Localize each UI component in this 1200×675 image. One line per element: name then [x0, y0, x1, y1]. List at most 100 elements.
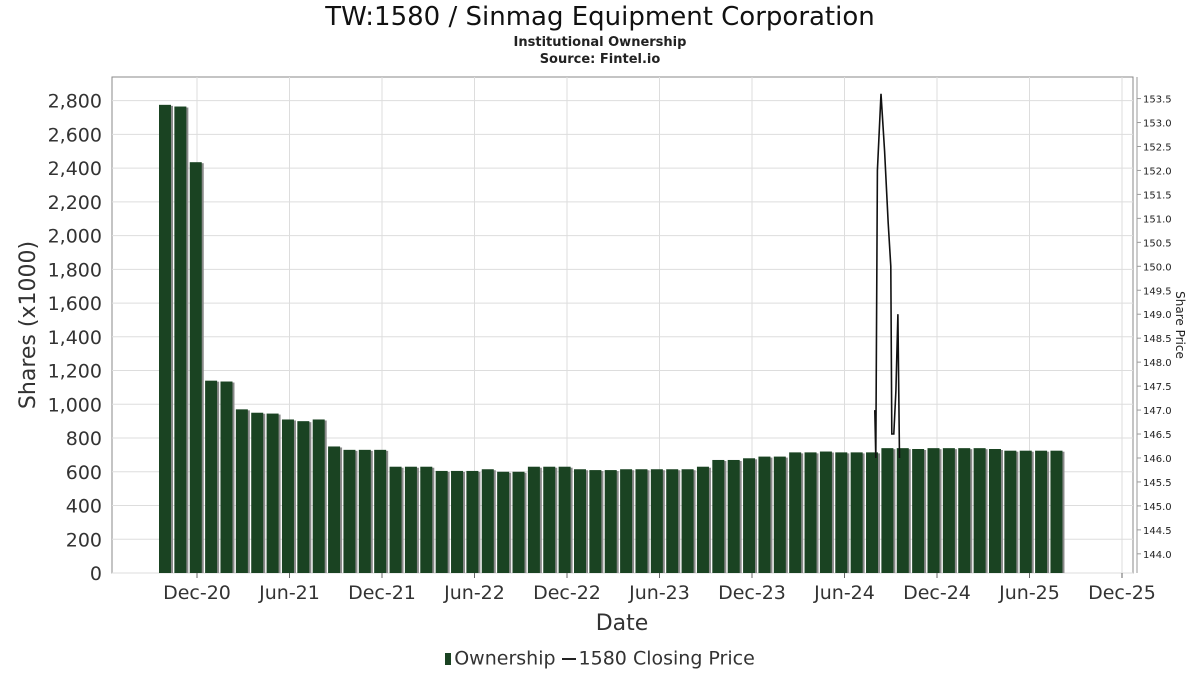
y2-tick-label: 149.5	[1143, 286, 1172, 297]
y-tick-label: 2,800	[48, 91, 102, 113]
ownership-bar	[174, 106, 187, 574]
y2-tick-label: 153.0	[1143, 119, 1172, 130]
ownership-bar	[512, 471, 525, 573]
ownership-bar	[266, 413, 279, 573]
ownership-bar	[958, 448, 971, 573]
legend-price-swatch	[561, 657, 576, 660]
ownership-bar	[573, 469, 586, 573]
ownership-bar	[850, 452, 863, 573]
y2-tick-label: 144.0	[1143, 550, 1172, 561]
ownership-bar	[235, 409, 248, 573]
ownership-bar	[435, 470, 448, 573]
ownership-bar	[1050, 450, 1063, 573]
ownership-bar	[1019, 450, 1032, 573]
chart-title: TW:1580 / Sinmag Equipment Corporation	[325, 2, 875, 32]
y-tick-label: 2,600	[48, 124, 102, 146]
x-tick-label: Dec-22	[533, 582, 601, 604]
legend-ownership-swatch	[445, 652, 452, 665]
ownership-bar	[328, 446, 341, 573]
y2-tick-label: 145.5	[1143, 478, 1172, 489]
y-tick-label: 200	[66, 529, 102, 551]
ownership-bar	[620, 469, 633, 573]
ownership-bar	[1004, 450, 1017, 573]
y2-tick-label: 151.0	[1143, 214, 1172, 225]
y2-tick-label: 147.5	[1143, 382, 1172, 393]
y-tick-label: 0	[90, 563, 102, 585]
ownership-bar	[804, 452, 817, 573]
legend-price-label: 1580 Closing Price	[578, 647, 755, 670]
ownership-bar	[896, 448, 909, 573]
y-tick-label: 600	[66, 462, 102, 484]
ownership-bar	[666, 469, 679, 573]
ownership-bar	[912, 449, 925, 573]
x-tick-label: Jun-22	[443, 582, 505, 604]
x-tick-label: Dec-21	[348, 582, 416, 604]
ownership-bar	[942, 448, 955, 573]
ownership-bar	[297, 421, 310, 573]
y-tick-label: 2,200	[48, 192, 102, 214]
chart-subtitle: Institutional Ownership	[513, 35, 687, 50]
ownership-bar	[881, 448, 894, 573]
y2-tick-label: 145.0	[1143, 502, 1172, 513]
ownership-bar	[789, 452, 802, 573]
ownership-bar	[497, 471, 510, 573]
ownership-bar	[927, 448, 940, 573]
ownership-bar	[543, 466, 556, 573]
ownership-bar	[835, 452, 848, 573]
ownership-bar	[819, 451, 832, 573]
y-tick-label: 1,800	[48, 259, 102, 281]
x-tick-label: Jun-25	[998, 582, 1060, 604]
ownership-bar	[696, 466, 709, 573]
ownership-bar	[527, 466, 540, 573]
ownership-bar	[404, 466, 417, 573]
x-tick-label: Dec-23	[718, 582, 786, 604]
ownership-bar	[973, 448, 986, 573]
ownership-bar	[358, 449, 371, 573]
ownership-bar	[758, 456, 771, 573]
x-tick-label: Jun-24	[813, 582, 875, 604]
ownership-bar	[466, 470, 479, 573]
y-tick-label: 2,400	[48, 158, 102, 180]
x-tick-label: Dec-20	[163, 582, 231, 604]
y-axis-title: Shares (x1000)	[16, 241, 41, 409]
ownership-bar	[650, 469, 663, 573]
x-tick-label: Jun-23	[628, 582, 690, 604]
y-tick-label: 2,000	[48, 226, 102, 248]
legend: Ownership 1580 Closing Price	[0, 647, 1200, 670]
ownership-bar	[251, 412, 264, 573]
ownership-bar	[604, 470, 617, 573]
y2-tick-label: 146.0	[1143, 454, 1172, 465]
ownership-bar	[343, 449, 356, 573]
ownership-bar	[866, 452, 879, 573]
ownership-bar	[205, 380, 218, 573]
y2-tick-label: 149.0	[1143, 310, 1172, 321]
y2-tick-label: 151.5	[1143, 190, 1172, 201]
y2-tick-label: 150.5	[1143, 238, 1172, 249]
y-tick-label: 1,400	[48, 327, 102, 349]
legend-ownership-label: Ownership	[454, 647, 556, 670]
ownership-bar	[451, 470, 464, 573]
y2-tick-label: 144.5	[1143, 526, 1172, 537]
ownership-bar	[159, 104, 171, 573]
y2-tick-label: 152.5	[1143, 142, 1172, 153]
ownership-bar	[558, 466, 571, 573]
y2-tick-label: 148.5	[1143, 334, 1172, 345]
y2-tick-label: 153.5	[1143, 95, 1172, 106]
y2-tick-label: 152.0	[1143, 166, 1172, 177]
ownership-bar	[312, 419, 325, 573]
ownership-bar	[727, 459, 740, 573]
ownership-bar	[481, 469, 494, 573]
price-line	[874, 93, 901, 459]
y-tick-label: 400	[66, 496, 102, 518]
x-axis-title: Date	[596, 611, 649, 636]
ownership-bar	[281, 419, 294, 573]
ownership-bar	[712, 459, 725, 573]
y-tick-label: 800	[66, 428, 102, 450]
y-tick-label: 1,600	[48, 293, 102, 315]
y2-tick-label: 148.0	[1143, 358, 1172, 369]
x-tick-label: Dec-25	[1088, 582, 1156, 604]
y2-axis-title: Share Price	[1173, 291, 1187, 359]
ownership-bar	[189, 162, 202, 574]
chart-source: Source: Fintel.io	[539, 52, 661, 67]
ownership-bar	[635, 469, 648, 573]
